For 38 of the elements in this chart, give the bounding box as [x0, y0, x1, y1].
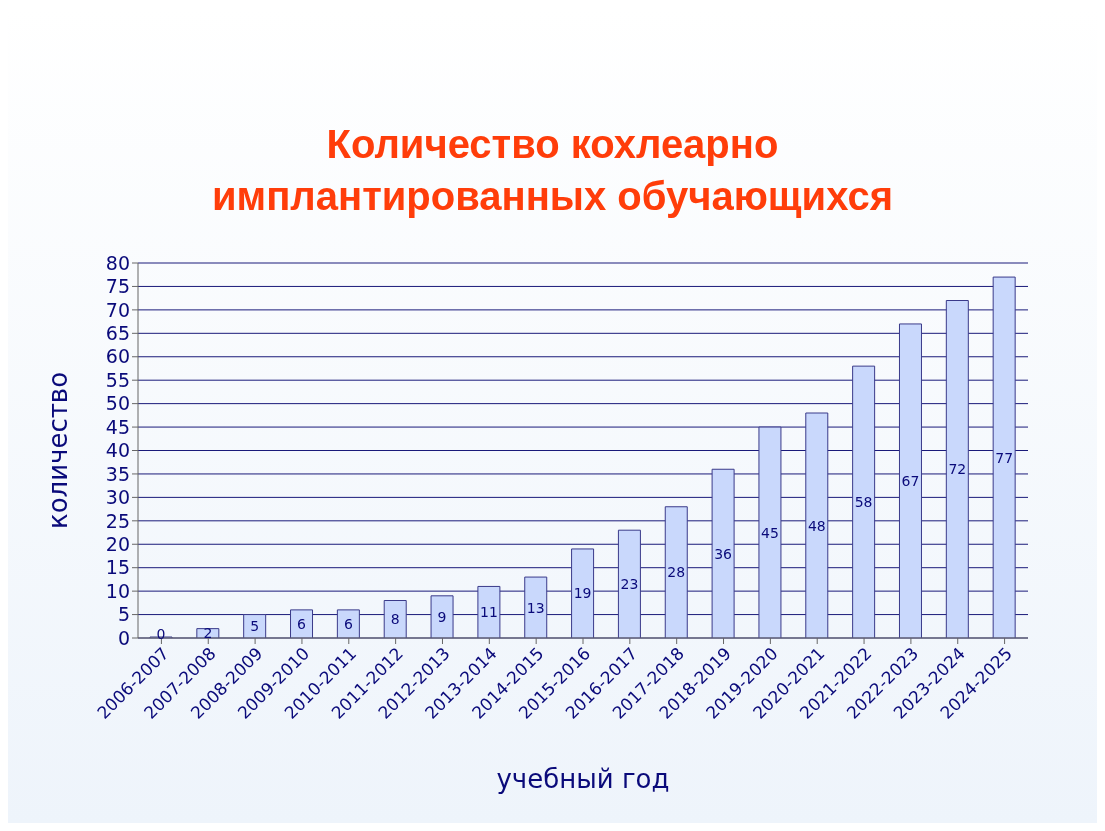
data-label: 8	[390, 611, 400, 628]
y-tick-label: 70	[105, 298, 130, 321]
y-tick-label: 30	[105, 486, 130, 509]
y-tick-label: 20	[105, 532, 130, 555]
y-tick-label: 40	[105, 439, 130, 462]
y-tick-label: 10	[105, 579, 130, 602]
data-label: 77	[995, 449, 1014, 466]
y-tick-label: 75	[105, 275, 130, 298]
y-tick-label: 50	[105, 392, 130, 415]
chart-title: Количество кохлеарно имплантированных обучающихся	[211, 121, 894, 220]
y-tick-label: 45	[105, 415, 130, 438]
data-label: 11	[479, 604, 498, 621]
data-label: 48	[807, 517, 826, 534]
data-label: 6	[297, 615, 307, 632]
data-label: 9	[437, 608, 447, 625]
y-tick-label: 15	[105, 556, 130, 579]
y-tick-label: 0	[117, 626, 130, 649]
y-tick-label: 35	[105, 462, 130, 485]
y-tick-label: 55	[105, 368, 130, 391]
data-label: 2	[203, 625, 213, 642]
y-tick-label: 80	[105, 251, 130, 274]
data-label: 67	[901, 472, 920, 489]
data-label: 23	[620, 576, 639, 593]
data-label: 36	[714, 545, 733, 562]
x-axis-title: учебный год	[496, 764, 670, 794]
y-tick-label: 60	[105, 345, 130, 368]
y-axis-title: количество	[43, 371, 74, 530]
data-label: 45	[761, 524, 779, 541]
y-tick-label: 5	[117, 603, 130, 626]
data-label: 28	[667, 564, 686, 581]
data-label: 19	[573, 585, 592, 602]
y-tick-label: 25	[105, 509, 130, 532]
data-label: 5	[250, 618, 260, 635]
data-label: 6	[343, 615, 353, 632]
y-tick-label: 65	[105, 322, 130, 345]
data-label: 58	[854, 494, 873, 511]
data-label: 13	[526, 599, 545, 616]
data-label: 72	[948, 461, 967, 478]
